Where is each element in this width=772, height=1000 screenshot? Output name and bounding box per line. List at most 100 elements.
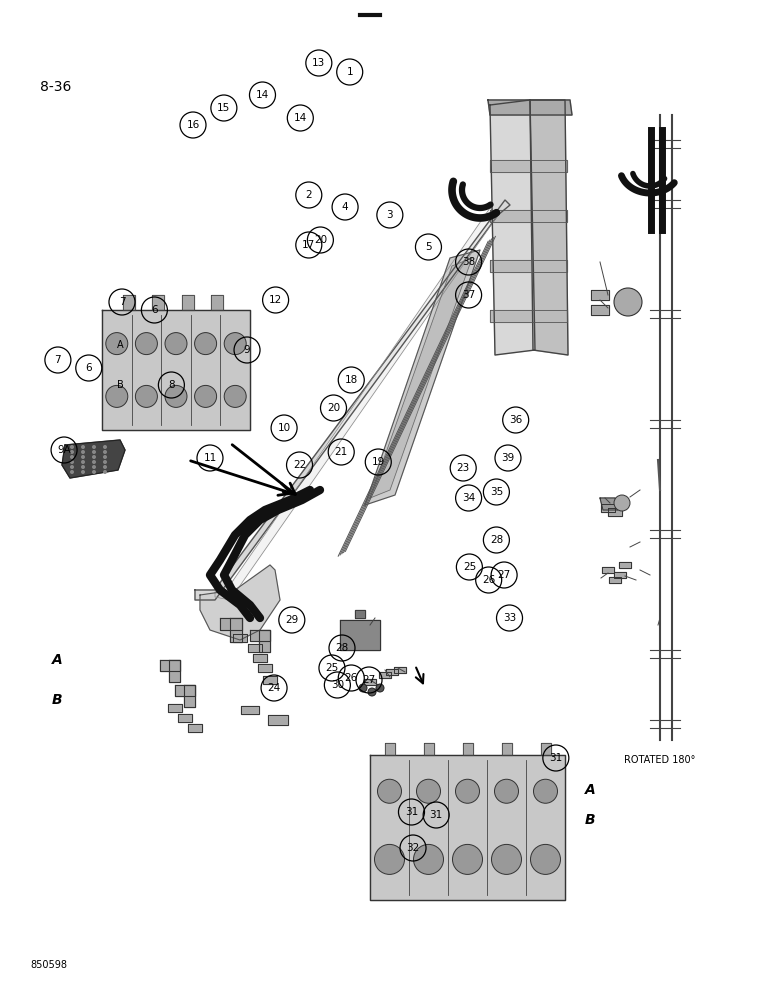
Polygon shape	[169, 660, 180, 682]
Polygon shape	[340, 620, 380, 650]
Text: 32: 32	[406, 843, 420, 853]
Polygon shape	[152, 295, 164, 310]
Text: 30: 30	[330, 680, 344, 690]
Text: A: A	[117, 340, 124, 350]
Text: ROTATED 180°: ROTATED 180°	[624, 755, 696, 765]
Polygon shape	[248, 644, 262, 652]
Polygon shape	[384, 743, 394, 755]
Text: 4: 4	[342, 202, 348, 212]
Text: 11: 11	[203, 453, 217, 463]
Polygon shape	[178, 714, 192, 722]
Text: 24: 24	[267, 683, 281, 693]
Polygon shape	[241, 706, 259, 714]
Polygon shape	[591, 290, 609, 300]
Text: 31: 31	[549, 753, 563, 763]
Circle shape	[81, 450, 85, 454]
Circle shape	[452, 844, 482, 874]
Polygon shape	[490, 160, 567, 172]
Circle shape	[135, 385, 157, 407]
Polygon shape	[601, 504, 615, 512]
Text: B: B	[117, 380, 124, 390]
Circle shape	[195, 333, 217, 355]
Circle shape	[81, 455, 85, 459]
Circle shape	[81, 460, 85, 464]
Text: 16: 16	[186, 120, 200, 130]
Circle shape	[417, 779, 441, 803]
Circle shape	[70, 455, 74, 459]
Circle shape	[530, 844, 560, 874]
Circle shape	[414, 844, 443, 874]
Text: 14: 14	[256, 90, 269, 100]
Polygon shape	[600, 498, 618, 510]
Circle shape	[70, 460, 74, 464]
Text: 2: 2	[306, 190, 312, 200]
Circle shape	[455, 779, 479, 803]
Polygon shape	[253, 654, 267, 662]
Circle shape	[359, 684, 367, 692]
Polygon shape	[259, 630, 270, 652]
Circle shape	[195, 385, 217, 407]
Text: 36: 36	[509, 415, 523, 425]
Text: 33: 33	[503, 613, 516, 623]
Polygon shape	[619, 562, 631, 568]
Text: B: B	[52, 693, 63, 707]
Circle shape	[376, 684, 384, 692]
Polygon shape	[540, 743, 550, 755]
Polygon shape	[462, 743, 472, 755]
Circle shape	[135, 333, 157, 355]
Text: 27: 27	[362, 675, 376, 685]
Text: 9A: 9A	[57, 445, 71, 455]
Circle shape	[368, 688, 376, 696]
Polygon shape	[490, 310, 567, 322]
Polygon shape	[608, 508, 622, 516]
Polygon shape	[184, 685, 195, 707]
Polygon shape	[502, 743, 512, 755]
Text: 19: 19	[371, 457, 385, 467]
Text: 7: 7	[55, 355, 61, 365]
Text: B: B	[585, 813, 596, 827]
Text: 28: 28	[335, 643, 349, 653]
Polygon shape	[614, 572, 626, 578]
Circle shape	[70, 470, 74, 474]
Circle shape	[103, 445, 107, 449]
Text: 850598: 850598	[30, 960, 67, 970]
Text: 22: 22	[293, 460, 306, 470]
Text: 23: 23	[456, 463, 470, 473]
Text: 29: 29	[285, 615, 299, 625]
Polygon shape	[230, 618, 242, 642]
Text: 21: 21	[334, 447, 348, 457]
Polygon shape	[490, 210, 567, 222]
Circle shape	[92, 445, 96, 449]
Circle shape	[533, 779, 557, 803]
Circle shape	[81, 470, 85, 474]
Polygon shape	[364, 679, 376, 685]
Text: 17: 17	[302, 240, 316, 250]
Polygon shape	[386, 669, 398, 675]
Circle shape	[70, 465, 74, 469]
Circle shape	[374, 844, 405, 874]
Polygon shape	[394, 667, 406, 673]
Circle shape	[70, 445, 74, 449]
Polygon shape	[200, 565, 280, 640]
Circle shape	[70, 450, 74, 454]
Polygon shape	[591, 305, 609, 315]
Polygon shape	[602, 567, 614, 573]
Polygon shape	[123, 295, 134, 310]
Text: 8: 8	[168, 380, 174, 390]
Text: 31: 31	[405, 807, 418, 817]
Text: 10: 10	[277, 423, 291, 433]
Text: 31: 31	[429, 810, 443, 820]
Circle shape	[103, 460, 107, 464]
Text: 3: 3	[387, 210, 393, 220]
Text: 37: 37	[462, 290, 476, 300]
Text: 9: 9	[244, 345, 250, 355]
Text: 14: 14	[293, 113, 307, 123]
Text: 20: 20	[313, 235, 327, 245]
Polygon shape	[379, 672, 391, 678]
Text: 39: 39	[501, 453, 515, 463]
Circle shape	[92, 460, 96, 464]
Polygon shape	[195, 200, 510, 600]
Circle shape	[103, 470, 107, 474]
Polygon shape	[188, 724, 202, 732]
Text: 1: 1	[347, 67, 353, 77]
